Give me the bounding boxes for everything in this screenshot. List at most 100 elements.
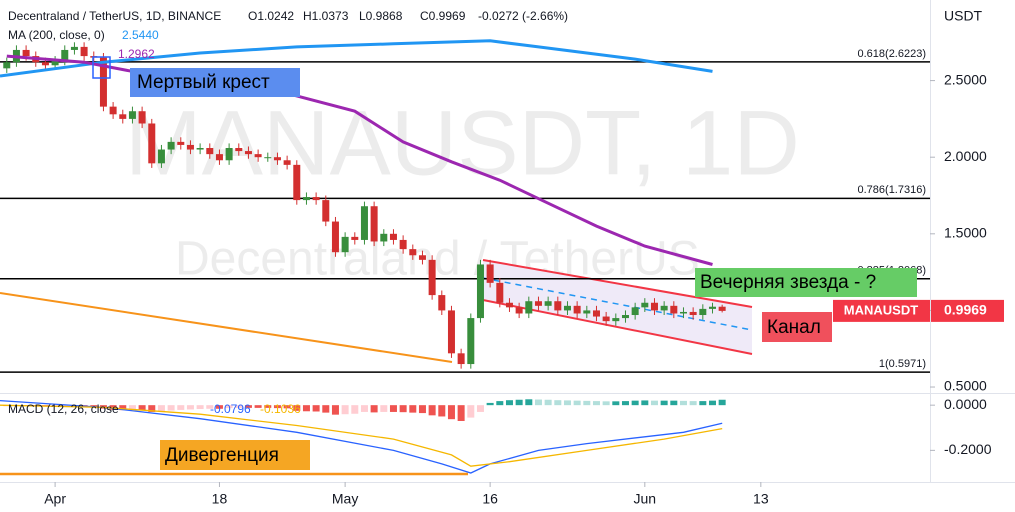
histogram-bar — [670, 400, 678, 406]
histogram-bar — [467, 405, 475, 418]
line — [0, 399, 723, 474]
histogram-bar — [409, 405, 417, 413]
histogram-bar — [602, 401, 610, 406]
histogram-bar — [302, 405, 310, 412]
histogram-bar — [138, 405, 146, 411]
candle-body — [438, 295, 446, 311]
x-tick-label: Jun — [634, 491, 657, 507]
histogram-bar — [554, 400, 562, 406]
candle-body — [186, 144, 194, 150]
fib-label: 1(0.5971) — [879, 358, 926, 370]
line — [0, 39, 713, 78]
histogram-bar — [515, 399, 523, 406]
candle-body — [254, 154, 262, 158]
histogram-bar — [592, 401, 600, 406]
candle-body — [70, 46, 78, 50]
price-tag — [931, 299, 1004, 322]
histogram-bar — [322, 405, 330, 413]
annotation: Дивергенция — [165, 445, 279, 466]
candle-body — [602, 316, 610, 322]
macd-legend: MACD (12, 26, close — [8, 402, 119, 416]
candle-body — [447, 310, 455, 354]
histogram-bar — [689, 401, 697, 406]
histogram-bar — [573, 400, 581, 406]
candle-body — [679, 311, 687, 314]
macd-value: -0.1036 — [260, 402, 301, 416]
candle-body — [399, 239, 407, 250]
candle-body — [631, 307, 639, 316]
candle-body — [128, 111, 136, 119]
candle-body — [573, 305, 581, 314]
candle-body — [206, 148, 214, 155]
watermark: Decentraland / TetherUS — [175, 233, 700, 286]
ma-value: 2.5440 — [122, 28, 159, 42]
histogram-bar — [360, 405, 368, 412]
ohlc: L0.9868 — [359, 9, 403, 23]
histogram-bar — [457, 405, 465, 421]
annotation-box — [695, 268, 917, 297]
candle-body — [457, 353, 465, 365]
fib-label: 0.618(2.6223) — [858, 48, 927, 60]
histogram-bar — [525, 399, 533, 406]
candle-body — [331, 221, 339, 253]
histogram-bar — [544, 399, 552, 406]
histogram-bar — [351, 405, 359, 414]
candle-body — [235, 148, 243, 152]
y-tick-label: 2.5000 — [944, 71, 987, 87]
candle-body — [283, 160, 291, 165]
line — [0, 404, 723, 467]
candle-body — [196, 148, 204, 150]
histogram-bar — [428, 405, 436, 416]
histogram-bar — [167, 405, 175, 411]
candle-body — [22, 49, 30, 57]
ma-value: 1.2962 — [118, 47, 155, 61]
candle-body — [351, 236, 359, 240]
histogram-bar — [447, 405, 455, 420]
annotations: Мертвый крест Вечерняя звезда - ? Канал … — [92, 56, 917, 470]
candle-body — [61, 49, 69, 61]
ohlc: O1.0242 — [248, 9, 294, 23]
candle-body — [583, 310, 591, 314]
candle-body — [215, 154, 223, 161]
candle-body — [689, 311, 697, 316]
histogram-bar — [254, 405, 262, 408]
candle-body — [476, 264, 484, 319]
histogram-bar — [61, 405, 69, 407]
histogram-bar — [699, 401, 707, 406]
histogram-bar — [418, 405, 426, 414]
histogram-bar — [177, 405, 185, 410]
histogram-bar — [244, 405, 252, 408]
histogram-bar — [312, 405, 320, 412]
candle-body — [505, 302, 513, 308]
candle-body — [409, 249, 417, 256]
title: Decentraland / TetherUS, 1D, BINANCE — [8, 9, 221, 23]
macd-pane — [0, 399, 726, 476]
candle-body — [157, 149, 165, 164]
histogram-bar — [90, 405, 98, 407]
candle-body — [699, 308, 707, 316]
cross-marker — [92, 56, 111, 79]
x-tick-label: 16 — [482, 491, 498, 507]
histogram-bar — [293, 405, 301, 411]
histogram-bar — [283, 405, 291, 409]
candle-body — [360, 206, 368, 240]
candle-body — [670, 305, 678, 314]
y-tick-label: 0.5000 — [944, 378, 987, 394]
candle-body — [51, 60, 59, 66]
currency: USDT — [944, 8, 983, 24]
candle-body — [418, 255, 426, 260]
histogram-bar — [119, 405, 127, 411]
change: -0.0272 (-2.66%) — [478, 9, 568, 23]
ma-legend: MA (200, close, 0) — [8, 28, 105, 42]
candle-body — [612, 318, 620, 322]
histogram-bar — [196, 405, 204, 410]
fib-label: 0.786(1.7316) — [858, 184, 927, 196]
histogram-bar — [660, 400, 668, 406]
histogram-bar — [486, 402, 494, 406]
histogram-bar — [157, 405, 165, 412]
candle-body — [370, 206, 378, 242]
annotation-box — [130, 68, 300, 97]
annotation: Канал — [767, 317, 821, 338]
histogram-bar — [128, 405, 136, 410]
